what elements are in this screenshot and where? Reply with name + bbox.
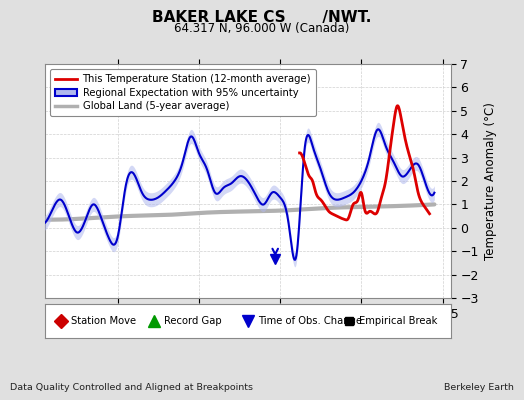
Text: Empirical Break: Empirical Break [359, 316, 438, 326]
Text: Station Move: Station Move [71, 316, 136, 326]
Text: Time of Obs. Change: Time of Obs. Change [258, 316, 362, 326]
Legend: This Temperature Station (12-month average), Regional Expectation with 95% uncer: This Temperature Station (12-month avera… [50, 69, 316, 116]
Text: 64.317 N, 96.000 W (Canada): 64.317 N, 96.000 W (Canada) [174, 22, 350, 35]
Text: Berkeley Earth: Berkeley Earth [444, 383, 514, 392]
Text: BAKER LAKE CS       /NWT.: BAKER LAKE CS /NWT. [152, 10, 372, 25]
Text: Data Quality Controlled and Aligned at Breakpoints: Data Quality Controlled and Aligned at B… [10, 383, 254, 392]
Text: Record Gap: Record Gap [165, 316, 222, 326]
Y-axis label: Temperature Anomaly (°C): Temperature Anomaly (°C) [484, 102, 497, 260]
